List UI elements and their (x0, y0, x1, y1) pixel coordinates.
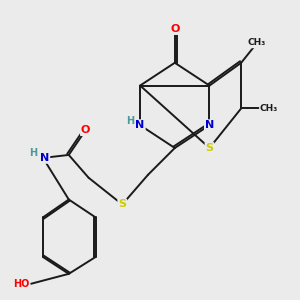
Text: N: N (40, 153, 50, 163)
Text: H: H (126, 116, 134, 126)
Text: H: H (30, 148, 38, 158)
Text: CH₃: CH₃ (260, 104, 278, 113)
Text: CH₃: CH₃ (248, 38, 266, 47)
Text: N: N (136, 120, 145, 130)
Text: S: S (118, 200, 126, 209)
Text: O: O (81, 125, 90, 135)
Text: N: N (205, 120, 214, 130)
Text: O: O (170, 24, 179, 34)
Text: S: S (206, 143, 214, 153)
Text: HO: HO (13, 279, 29, 289)
